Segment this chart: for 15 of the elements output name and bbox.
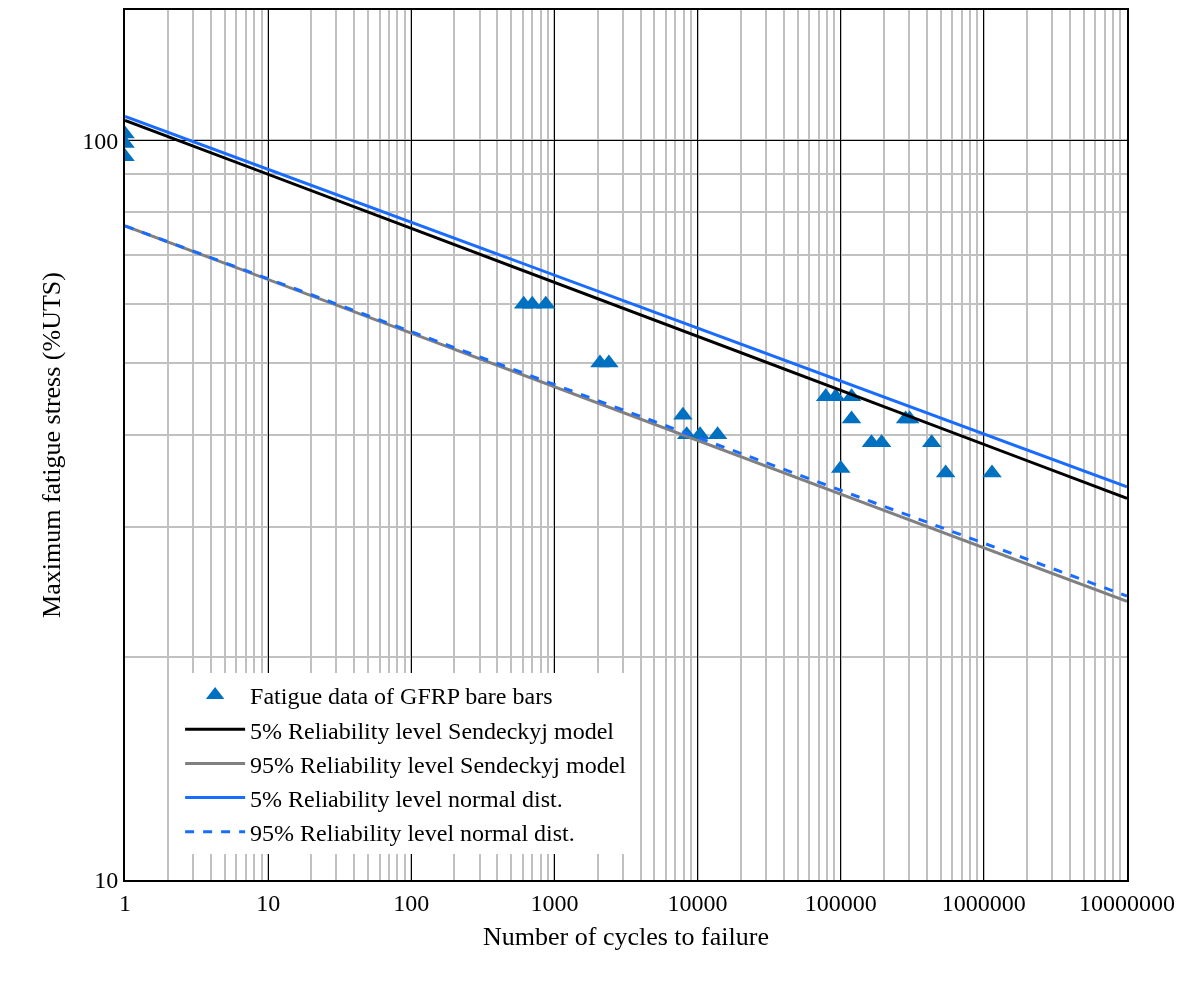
y-axis-title: Maximum fatigue stress (%UTS) — [37, 272, 67, 618]
legend-label: 5% Reliability level normal dist. — [250, 785, 563, 812]
x-tick-label: 1 — [119, 889, 131, 916]
x-tick-label: 10000 — [667, 889, 728, 916]
x-tick-label: 1000 — [530, 889, 579, 916]
legend-label: 5% Reliability level Sendeckyj model — [250, 717, 615, 744]
legend-label: Fatigue data of GFRP bare bars — [250, 683, 553, 710]
x-tick-label: 1000000 — [941, 889, 1026, 916]
legend-label: 95% Reliability level normal dist. — [250, 820, 575, 847]
x-tick-label: 100 — [393, 889, 430, 916]
x-tick-label: 10 — [256, 889, 281, 916]
legend-label: 95% Reliability level Sendeckyj model — [250, 751, 627, 778]
x-tick-label: 10000000 — [1079, 889, 1175, 916]
x-tick-label: 100000 — [804, 889, 877, 916]
x-axis-title: Number of cycles to failure — [483, 922, 769, 951]
